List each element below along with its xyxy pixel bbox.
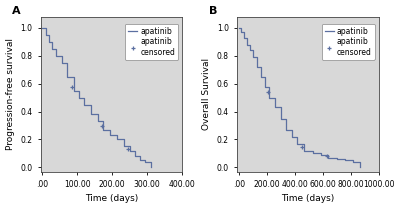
Legend: apatinib, apatinib
censored: apatinib, apatinib censored [125, 24, 178, 60]
Text: B: B [209, 6, 217, 16]
Legend: apatinib, apatinib
censored: apatinib, apatinib censored [322, 24, 375, 60]
X-axis label: Time (days): Time (days) [281, 194, 335, 203]
Y-axis label: Progression-free survival: Progression-free survival [6, 38, 14, 150]
X-axis label: Time (days): Time (days) [85, 194, 138, 203]
Text: A: A [12, 6, 21, 16]
Y-axis label: Overall Survival: Overall Survival [202, 58, 211, 130]
